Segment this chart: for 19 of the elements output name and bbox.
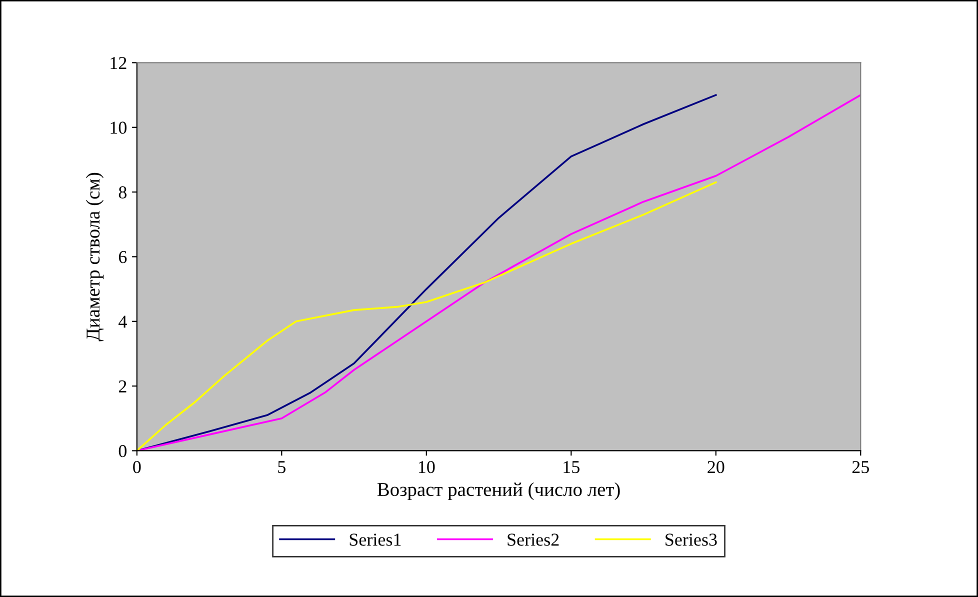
x-tick-label: 25 xyxy=(852,461,869,474)
x-tick-label: 20 xyxy=(708,460,724,474)
legend-label: Series3 xyxy=(666,534,717,546)
y-tick-label: 12 xyxy=(110,56,126,69)
legend-label: Series1 xyxy=(350,534,401,546)
x-tick-label: 10 xyxy=(418,460,435,474)
x-tick-label: 0 xyxy=(133,460,141,474)
x-tick-label: 5 xyxy=(278,461,286,474)
y-tick-label: 0 xyxy=(118,444,127,458)
y-tick-label: 4 xyxy=(118,316,127,328)
y-tick-label: 2 xyxy=(118,380,126,392)
y-tick-label: 6 xyxy=(118,251,127,264)
legend-label: Series2 xyxy=(508,534,559,546)
y-axis-title: Диаметр ствола (см) xyxy=(86,172,104,342)
y-tick-label: 10 xyxy=(110,122,127,134)
x-tick-label: 15 xyxy=(564,461,580,474)
x-axis-title: Возраст растений (число лет) xyxy=(377,482,620,500)
y-tick-label: 8 xyxy=(118,186,127,198)
line-series xyxy=(136,181,717,451)
